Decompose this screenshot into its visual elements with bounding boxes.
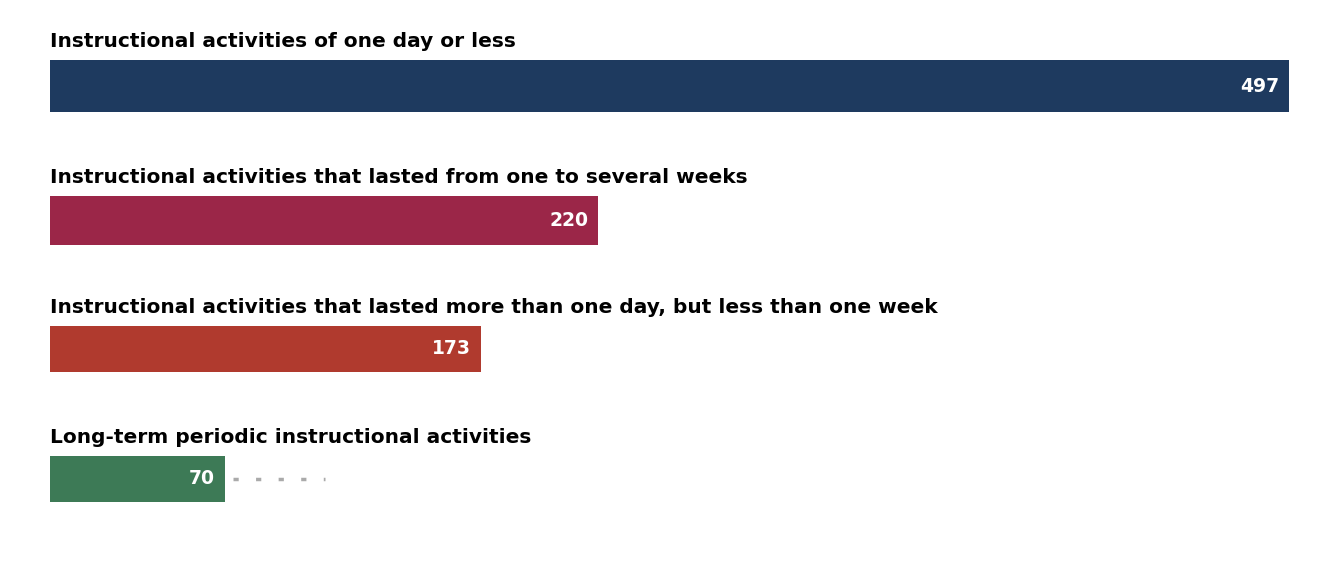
- Bar: [50, 60, 1289, 112]
- Text: 70: 70: [188, 469, 215, 488]
- Text: 220: 220: [550, 211, 589, 230]
- Text: Instructional activities of one day or less: Instructional activities of one day or l…: [50, 32, 516, 51]
- Bar: [50, 326, 481, 372]
- Text: Instructional activities that lasted from one to several weeks: Instructional activities that lasted fro…: [50, 168, 747, 187]
- Bar: [50, 456, 224, 502]
- Text: Instructional activities that lasted more than one day, but less than one week: Instructional activities that lasted mor…: [50, 298, 938, 317]
- Text: 497: 497: [1241, 77, 1279, 96]
- Bar: [50, 196, 598, 245]
- Text: Long-term periodic instructional activities: Long-term periodic instructional activit…: [50, 428, 531, 447]
- Text: 173: 173: [433, 339, 472, 358]
